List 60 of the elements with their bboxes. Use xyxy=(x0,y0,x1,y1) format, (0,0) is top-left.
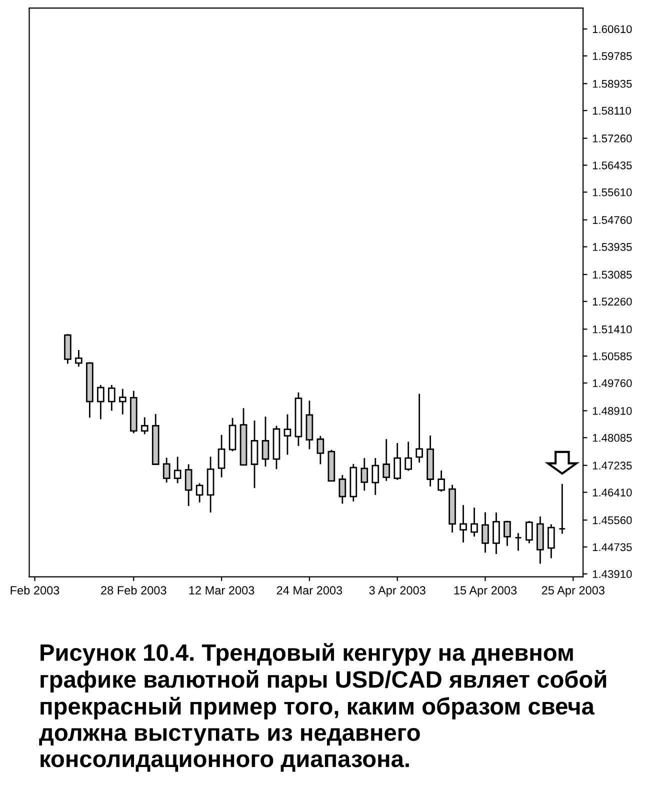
candlestick xyxy=(492,512,500,555)
x-tick-label: 15 Apr 2003 xyxy=(454,586,517,597)
y-tick-label: 1.43910 xyxy=(592,570,632,578)
y-tick-label: 1.53085 xyxy=(592,270,632,279)
text: Рисунок 10.4. Трендовый кенгуру на дневном графике валютной пары USD/CAD являет собой прекрасный пример того, каким образом свеча должна выступать из недавнего консолидационного диапазона. xyxy=(39,643,606,772)
y-tick-label: 1.59785 xyxy=(592,52,632,60)
candlestick xyxy=(372,457,380,496)
x-tick-label: Feb 2003 xyxy=(10,586,60,595)
y-tick-label: 1.58935 xyxy=(592,80,632,88)
candlestick xyxy=(438,470,445,492)
candlestick xyxy=(250,420,258,489)
candlestick xyxy=(416,393,423,464)
y-tick-label: 1.58110 xyxy=(592,106,631,115)
y-tick-label: 1.57260 xyxy=(592,134,632,142)
y-tick-label: 1.60610 xyxy=(592,25,632,34)
x-tick-label: 24 Mar 2003 xyxy=(276,586,342,595)
candlestick xyxy=(514,532,522,552)
candlestick xyxy=(548,524,555,559)
candlestick xyxy=(184,464,192,507)
y-tick-label: 1.48085 xyxy=(592,434,632,442)
candlestick xyxy=(262,416,270,468)
candlestick xyxy=(140,416,148,435)
candlestick xyxy=(97,384,104,420)
y-tick-label: 1.45560 xyxy=(592,516,632,524)
candlestick xyxy=(526,520,533,544)
candlestick xyxy=(284,414,292,456)
y-tick-label: 1.55610 xyxy=(592,188,632,196)
x-tick-label: 28 Feb 2003 xyxy=(101,586,166,595)
y-tick-label: 1.50585 xyxy=(592,352,632,360)
candlestick xyxy=(482,512,489,554)
candlestick xyxy=(316,435,324,465)
candlestick xyxy=(504,520,511,547)
x-tick-label: 12 Mar 2003 xyxy=(189,586,254,595)
candlestick xyxy=(108,384,116,412)
candlestick xyxy=(470,506,478,538)
candlestick xyxy=(382,438,390,482)
y-tick-label: 1.52260 xyxy=(592,298,632,306)
y-tick-label: 1.47235 xyxy=(592,462,632,470)
candlestick xyxy=(196,482,204,504)
candlestick xyxy=(75,349,82,368)
candlestick xyxy=(404,441,412,472)
y-tick-label: 1.53935 xyxy=(592,243,632,251)
y-tick-label: 1.54760 xyxy=(592,216,632,224)
candlestick xyxy=(338,474,346,504)
candlestick xyxy=(558,483,566,534)
candlestick xyxy=(162,457,170,484)
candlestick xyxy=(218,434,226,478)
y-tick-label: 1.44735 xyxy=(592,543,632,552)
x-tick-label: 25 Apr 2003 xyxy=(542,586,604,597)
y-tick-label: 1.46410 xyxy=(592,488,632,496)
candlestick xyxy=(460,504,467,544)
y-tick-label: 1.49760 xyxy=(592,379,632,388)
candlestick xyxy=(118,388,126,416)
y-tick-label: 1.56435 xyxy=(592,161,632,170)
y-tick-label: 1.48910 xyxy=(592,407,632,415)
candlestick xyxy=(394,442,402,481)
x-tick-label: 3 Apr 2003 xyxy=(369,586,426,597)
candlestick xyxy=(360,457,368,492)
candlestick xyxy=(174,456,182,484)
y-tick-label: 1.51410 xyxy=(592,325,632,334)
